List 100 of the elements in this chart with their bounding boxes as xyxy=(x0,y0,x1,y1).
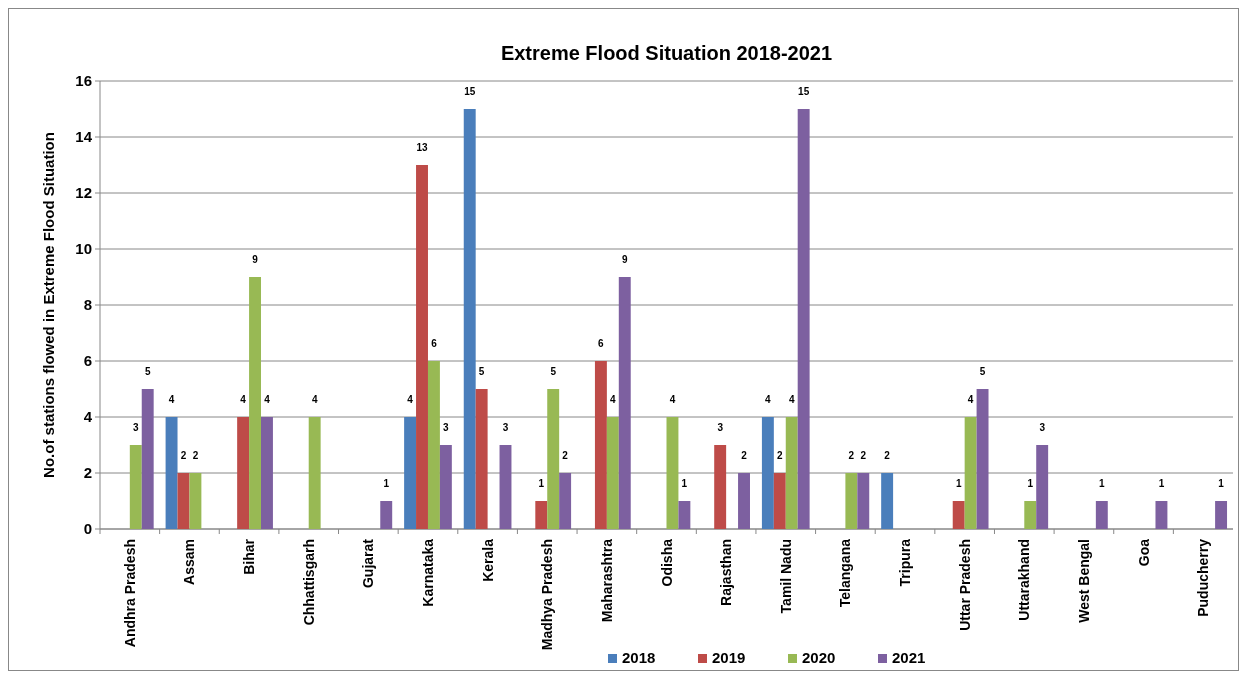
data-label: 1 xyxy=(383,478,390,489)
data-label: 9 xyxy=(252,254,259,265)
bar xyxy=(404,417,417,529)
bar xyxy=(678,501,691,529)
y-tick-label: 14 xyxy=(75,128,93,146)
data-label: 2 xyxy=(180,450,187,461)
data-label: 4 xyxy=(765,394,772,405)
data-label: 3 xyxy=(1039,422,1046,433)
legend-label: 2020 xyxy=(802,649,836,666)
data-label: 5 xyxy=(144,366,151,377)
bar xyxy=(964,417,977,529)
y-tick-label: 6 xyxy=(83,352,92,370)
data-label: 1 xyxy=(1027,478,1034,489)
data-label: 2 xyxy=(860,450,867,461)
bar xyxy=(845,473,858,529)
y-tick-label: 16 xyxy=(75,72,92,90)
data-label: 4 xyxy=(264,394,271,405)
bar xyxy=(952,501,965,529)
data-label: 4 xyxy=(168,394,175,405)
data-label: 6 xyxy=(598,338,605,349)
data-label: 6 xyxy=(431,338,438,349)
data-label: 3 xyxy=(443,422,450,433)
bar xyxy=(165,417,178,529)
bar xyxy=(439,445,452,529)
y-tick-label: 10 xyxy=(75,240,92,258)
x-tick-label: Goa xyxy=(1135,538,1152,567)
x-tick-label: Odisha xyxy=(658,538,675,587)
data-label: 5 xyxy=(979,366,986,377)
y-tick-label: 0 xyxy=(83,520,92,538)
bar xyxy=(129,445,142,529)
bar xyxy=(761,417,774,529)
data-label: 3 xyxy=(502,422,509,433)
x-tick-label: Kerala xyxy=(479,538,496,582)
data-label: 2 xyxy=(884,450,891,461)
x-tick-label: Bihar xyxy=(241,538,258,575)
bar xyxy=(416,165,428,529)
x-tick-label: Assam xyxy=(181,539,198,585)
data-label: 1 xyxy=(1158,478,1165,489)
data-label: 4 xyxy=(240,394,247,405)
bar xyxy=(547,389,560,529)
data-label: 4 xyxy=(967,394,974,405)
data-label: 4 xyxy=(669,394,676,405)
y-tick-label: 2 xyxy=(83,464,92,482)
bar xyxy=(785,417,798,529)
bar xyxy=(475,389,488,529)
y-tick-label: 12 xyxy=(75,184,92,202)
bar xyxy=(1215,501,1228,529)
bar xyxy=(308,417,321,529)
legend-label: 2021 xyxy=(892,649,926,666)
bar xyxy=(141,389,154,529)
data-label: 4 xyxy=(610,394,617,405)
data-label: 5 xyxy=(550,366,557,377)
x-tick-label: Gujarat xyxy=(360,538,377,589)
data-label: 3 xyxy=(717,422,724,433)
chart-title: Extreme Flood Situation 2018-2021 xyxy=(500,42,833,64)
bar xyxy=(463,109,476,529)
data-label: 2 xyxy=(741,450,748,461)
x-tick-label: Telangana xyxy=(837,538,854,608)
bar xyxy=(261,417,273,529)
bar xyxy=(427,361,440,529)
bar xyxy=(380,501,393,529)
bar xyxy=(797,109,810,529)
bar xyxy=(1155,501,1168,529)
bar xyxy=(606,417,619,529)
data-label: 2 xyxy=(848,450,855,461)
bar xyxy=(714,445,727,529)
bar xyxy=(857,473,870,529)
data-label: 2 xyxy=(192,450,199,461)
x-tick-label: Puducherry xyxy=(1195,538,1212,617)
x-tick-label: Tamil Nadu xyxy=(777,539,794,614)
data-label: 4 xyxy=(311,394,318,405)
y-axis-title: No.of stations flowed in Extreme Flood Situation xyxy=(40,132,57,478)
data-label: 1 xyxy=(538,478,545,489)
x-tick-label: Rajasthan xyxy=(718,539,735,606)
legend-label: 2019 xyxy=(712,649,746,666)
data-label: 4 xyxy=(407,394,414,405)
bar xyxy=(773,473,786,529)
data-label: 4 xyxy=(788,394,795,405)
data-label: 1 xyxy=(955,478,962,489)
bar xyxy=(881,473,894,529)
legend-label: 2018 xyxy=(622,649,656,666)
data-label: 1 xyxy=(1218,478,1225,489)
bar xyxy=(499,445,512,529)
bar xyxy=(618,277,631,529)
data-label: 13 xyxy=(416,142,429,153)
bar xyxy=(976,389,989,529)
data-label: 2 xyxy=(562,450,569,461)
data-label: 1 xyxy=(1099,478,1106,489)
data-label: 1 xyxy=(681,478,688,489)
bar xyxy=(666,417,679,529)
x-tick-label: Uttarakhand xyxy=(1016,539,1033,621)
bar xyxy=(177,473,190,529)
bar xyxy=(738,473,750,529)
x-tick-label: Uttar Pradesh xyxy=(956,539,973,631)
bar xyxy=(237,417,250,529)
y-tick-label: 8 xyxy=(83,296,92,314)
x-tick-label: Maharashtra xyxy=(598,538,615,623)
x-tick-label: Andhra Pradesh xyxy=(121,539,138,648)
y-tick-label: 4 xyxy=(83,408,93,426)
data-label: 2 xyxy=(777,450,784,461)
